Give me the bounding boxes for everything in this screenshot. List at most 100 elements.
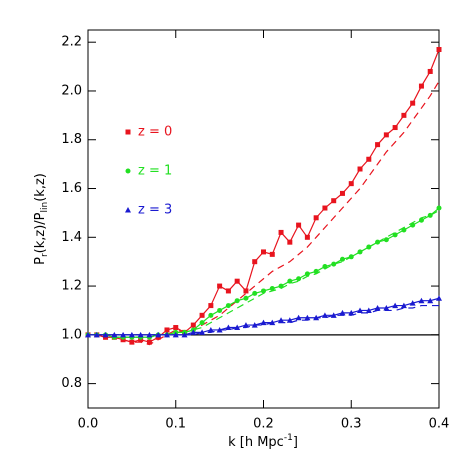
marker	[199, 320, 205, 326]
marker	[374, 305, 381, 311]
y-tick-label: 1.2	[61, 279, 82, 294]
marker	[348, 309, 355, 316]
y-tick-label: 2.0	[61, 83, 82, 98]
marker	[322, 205, 328, 211]
y-tick-label: 0.8	[61, 376, 82, 391]
marker	[225, 303, 231, 309]
marker	[313, 215, 319, 221]
marker	[242, 322, 249, 328]
marker	[217, 307, 223, 313]
marker	[295, 314, 302, 321]
marker	[339, 256, 345, 262]
marker	[146, 339, 152, 345]
marker	[383, 132, 389, 138]
marker	[365, 307, 372, 313]
marker	[339, 190, 345, 196]
marker	[278, 317, 285, 323]
marker	[418, 83, 424, 89]
marker	[243, 295, 249, 301]
plot-frame	[87, 29, 440, 409]
legend-label: z = 0	[138, 125, 172, 140]
marker	[339, 309, 346, 316]
marker	[164, 327, 170, 333]
marker	[252, 290, 258, 296]
marker	[225, 288, 231, 294]
marker	[261, 288, 266, 294]
marker	[427, 212, 433, 218]
marker	[321, 312, 328, 318]
marker	[357, 307, 364, 313]
marker	[436, 295, 442, 301]
marker	[427, 297, 434, 304]
marker	[366, 156, 372, 162]
marker	[217, 283, 223, 289]
marker	[296, 276, 302, 282]
marker	[190, 322, 196, 328]
marker	[427, 68, 433, 74]
y-tick-label: 1.4	[61, 230, 82, 245]
y-tick-label: 1.0	[61, 327, 82, 342]
x-axis-label: k [h Mpc-1]	[228, 433, 298, 450]
marker	[401, 112, 407, 118]
legend-marker	[125, 168, 131, 174]
marker	[383, 305, 390, 311]
marker	[207, 326, 214, 333]
x-tick-label: 0.1	[165, 417, 186, 432]
marker	[436, 205, 442, 211]
legend-marker	[125, 207, 131, 213]
marker	[296, 222, 302, 228]
marker	[410, 100, 416, 106]
marker	[331, 198, 337, 204]
marker	[375, 142, 381, 148]
dashed-line	[88, 209, 440, 338]
marker	[155, 331, 162, 338]
x-tick-label: 0.2	[253, 417, 274, 432]
marker	[128, 331, 135, 338]
marker	[208, 303, 214, 309]
marker	[190, 329, 197, 335]
marker	[234, 278, 240, 284]
marker	[199, 312, 205, 318]
marker	[269, 251, 275, 257]
marker	[234, 298, 240, 304]
marker	[93, 331, 100, 338]
marker	[252, 259, 258, 265]
marker	[120, 331, 127, 338]
marker	[173, 325, 179, 331]
series-line	[88, 207, 440, 338]
marker	[304, 314, 311, 321]
y-label-sub: lin	[40, 202, 50, 213]
marker	[375, 239, 381, 245]
marker	[418, 297, 425, 304]
x-label-sup: -1	[284, 433, 293, 443]
marker	[225, 324, 232, 331]
marker	[208, 312, 214, 318]
legend-label: z = 3	[138, 203, 172, 218]
marker	[400, 302, 407, 309]
series-line	[88, 49, 440, 343]
marker	[330, 312, 337, 318]
x-label-part: k [h Mpc	[228, 435, 284, 450]
marker	[278, 229, 284, 235]
y-tick-label: 1.6	[61, 181, 82, 196]
legend-marker	[125, 129, 131, 135]
y-tick-label: 2.2	[61, 35, 82, 50]
marker	[243, 288, 249, 294]
series-line	[88, 297, 440, 336]
marker	[348, 181, 354, 187]
marker	[260, 319, 267, 326]
marker	[286, 317, 293, 323]
marker	[304, 271, 310, 277]
marker	[409, 300, 416, 306]
y-label-part: (k,z)/P	[33, 212, 48, 253]
x-tick-label: 0.0	[78, 417, 99, 432]
x-tick-label: 0.3	[341, 417, 362, 432]
y-axis-label: Pr(k,z)/Plin(k,z)	[33, 173, 50, 265]
y-label-sub: r	[40, 253, 50, 257]
marker	[269, 286, 275, 292]
dashed-line	[88, 80, 440, 346]
marker	[392, 302, 399, 309]
legend-label: z = 1	[138, 164, 172, 179]
marker	[287, 239, 293, 245]
